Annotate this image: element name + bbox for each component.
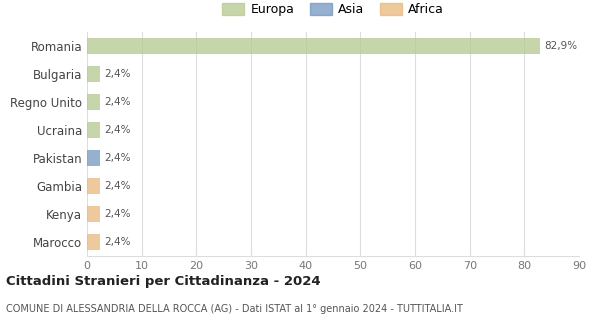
Text: 2,4%: 2,4%	[104, 125, 130, 135]
Text: 2,4%: 2,4%	[104, 97, 130, 107]
Legend: Europa, Asia, Africa: Europa, Asia, Africa	[217, 0, 449, 21]
Text: 2,4%: 2,4%	[104, 153, 130, 163]
Bar	[87, 66, 100, 82]
Text: 2,4%: 2,4%	[104, 237, 130, 247]
Bar	[87, 234, 100, 250]
Bar	[87, 122, 100, 138]
Text: 82,9%: 82,9%	[544, 41, 577, 51]
Text: 2,4%: 2,4%	[104, 69, 130, 79]
Bar	[87, 94, 100, 110]
Text: COMUNE DI ALESSANDRIA DELLA ROCCA (AG) - Dati ISTAT al 1° gennaio 2024 - TUTTITA: COMUNE DI ALESSANDRIA DELLA ROCCA (AG) -…	[6, 304, 463, 314]
Bar	[87, 178, 100, 194]
Bar	[87, 150, 100, 166]
Bar	[87, 38, 540, 54]
Bar	[87, 206, 100, 222]
Text: Cittadini Stranieri per Cittadinanza - 2024: Cittadini Stranieri per Cittadinanza - 2…	[6, 275, 320, 288]
Text: 2,4%: 2,4%	[104, 181, 130, 191]
Text: 2,4%: 2,4%	[104, 209, 130, 219]
